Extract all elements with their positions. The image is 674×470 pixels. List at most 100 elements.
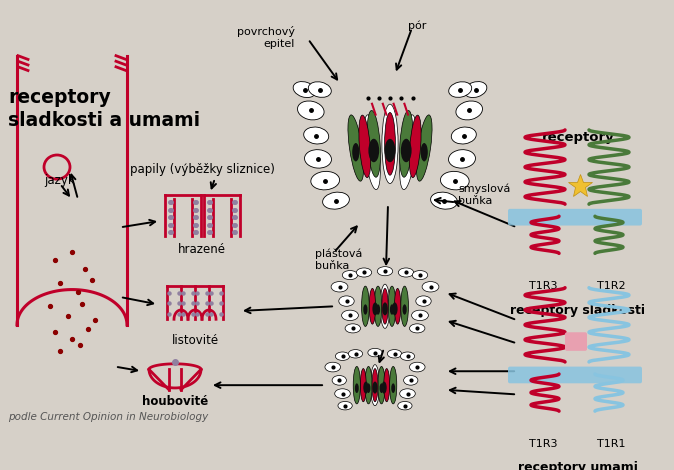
- Ellipse shape: [336, 352, 350, 360]
- Ellipse shape: [385, 139, 396, 162]
- Ellipse shape: [376, 305, 380, 315]
- Ellipse shape: [422, 282, 439, 292]
- Ellipse shape: [464, 82, 487, 98]
- Ellipse shape: [431, 192, 458, 209]
- Ellipse shape: [367, 110, 381, 177]
- Ellipse shape: [379, 384, 384, 393]
- Ellipse shape: [348, 350, 363, 358]
- Ellipse shape: [394, 289, 401, 324]
- Text: smyslová
buňka: smyslová buňka: [458, 184, 510, 206]
- Ellipse shape: [452, 127, 477, 144]
- Ellipse shape: [335, 389, 350, 399]
- Ellipse shape: [416, 296, 431, 306]
- Ellipse shape: [370, 139, 377, 157]
- Text: houbovité: houbovité: [142, 395, 208, 408]
- Ellipse shape: [325, 362, 340, 372]
- Ellipse shape: [398, 268, 414, 277]
- Ellipse shape: [364, 115, 380, 189]
- Ellipse shape: [402, 139, 410, 157]
- Text: receptory
sladkosti a umami: receptory sladkosti a umami: [8, 88, 200, 130]
- Ellipse shape: [382, 104, 398, 183]
- Ellipse shape: [412, 310, 429, 321]
- Ellipse shape: [311, 172, 340, 190]
- Ellipse shape: [383, 106, 397, 181]
- Ellipse shape: [357, 268, 371, 277]
- Text: T1R1: T1R1: [596, 439, 625, 449]
- Ellipse shape: [342, 271, 358, 280]
- Text: pláštová
buňka: pláštová buňka: [315, 249, 363, 271]
- Text: T1R2: T1R2: [596, 281, 625, 291]
- Ellipse shape: [363, 382, 369, 393]
- Ellipse shape: [388, 350, 402, 358]
- Ellipse shape: [374, 286, 382, 327]
- Ellipse shape: [390, 367, 397, 404]
- Ellipse shape: [384, 368, 390, 402]
- Ellipse shape: [391, 384, 395, 393]
- Text: T1R3: T1R3: [528, 439, 557, 449]
- Ellipse shape: [304, 127, 329, 144]
- Ellipse shape: [409, 115, 421, 178]
- Ellipse shape: [400, 115, 417, 189]
- Text: listovité: listovité: [171, 334, 218, 347]
- Ellipse shape: [381, 382, 387, 393]
- Ellipse shape: [369, 139, 379, 162]
- Ellipse shape: [382, 302, 388, 315]
- Ellipse shape: [401, 286, 408, 327]
- Ellipse shape: [308, 82, 332, 97]
- Ellipse shape: [331, 282, 348, 292]
- Ellipse shape: [365, 367, 372, 404]
- Text: povrchový
epitel: povrchový epitel: [237, 26, 295, 48]
- Ellipse shape: [390, 305, 394, 315]
- Ellipse shape: [305, 149, 332, 168]
- Ellipse shape: [353, 367, 361, 404]
- Ellipse shape: [323, 192, 349, 209]
- Ellipse shape: [401, 139, 412, 162]
- Ellipse shape: [361, 286, 369, 327]
- Text: T1R3: T1R3: [528, 281, 557, 291]
- Ellipse shape: [400, 389, 415, 399]
- Ellipse shape: [348, 115, 364, 181]
- Text: receptory: receptory: [542, 131, 615, 144]
- Text: papily (výběžky sliznice): papily (výběžky sliznice): [129, 164, 274, 176]
- Ellipse shape: [448, 149, 475, 168]
- Ellipse shape: [421, 143, 428, 161]
- Ellipse shape: [388, 286, 396, 327]
- Ellipse shape: [440, 172, 469, 190]
- Ellipse shape: [410, 324, 425, 333]
- Ellipse shape: [361, 368, 366, 402]
- Ellipse shape: [400, 110, 413, 177]
- Ellipse shape: [449, 82, 472, 97]
- Ellipse shape: [297, 101, 324, 120]
- Text: hrazené: hrazené: [178, 243, 226, 256]
- Ellipse shape: [385, 112, 396, 175]
- Ellipse shape: [359, 115, 371, 178]
- Ellipse shape: [367, 384, 371, 393]
- Text: podle Current Opinion in Neurobiology: podle Current Opinion in Neurobiology: [8, 412, 208, 422]
- Ellipse shape: [378, 367, 385, 404]
- Ellipse shape: [345, 324, 361, 333]
- Ellipse shape: [373, 382, 377, 393]
- Ellipse shape: [456, 101, 483, 120]
- Ellipse shape: [402, 305, 406, 315]
- Ellipse shape: [398, 401, 412, 410]
- Ellipse shape: [400, 352, 415, 360]
- Ellipse shape: [342, 310, 359, 321]
- Ellipse shape: [368, 348, 382, 357]
- Ellipse shape: [417, 115, 432, 181]
- Ellipse shape: [369, 289, 375, 324]
- Ellipse shape: [409, 362, 425, 372]
- FancyBboxPatch shape: [508, 367, 642, 384]
- Ellipse shape: [293, 82, 316, 98]
- Ellipse shape: [404, 376, 418, 385]
- Ellipse shape: [380, 284, 390, 329]
- Ellipse shape: [371, 365, 379, 406]
- FancyBboxPatch shape: [565, 332, 587, 351]
- Text: receptory sladkosti: receptory sladkosti: [510, 305, 646, 317]
- Ellipse shape: [382, 289, 388, 324]
- Ellipse shape: [377, 266, 393, 276]
- Ellipse shape: [412, 271, 428, 280]
- Ellipse shape: [363, 305, 367, 315]
- Ellipse shape: [373, 302, 378, 315]
- Ellipse shape: [338, 401, 353, 410]
- Ellipse shape: [355, 384, 359, 393]
